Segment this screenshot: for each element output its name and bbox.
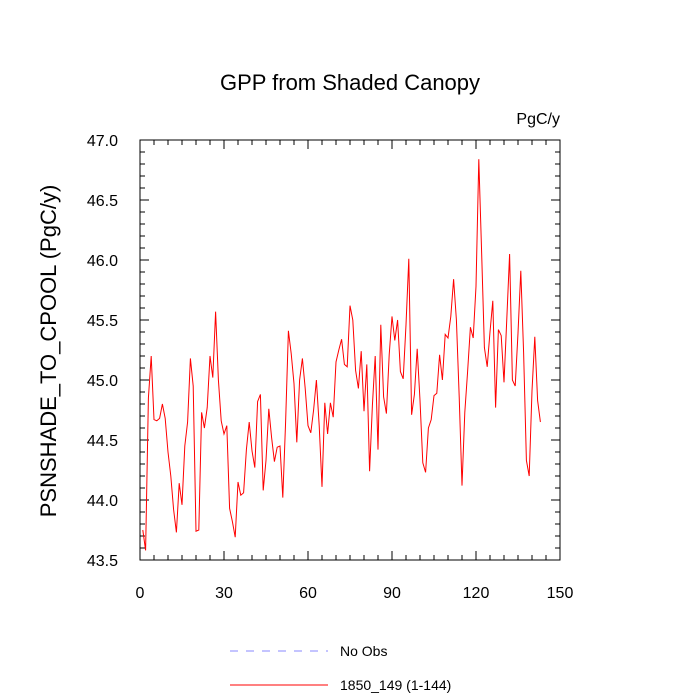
y-axis-label: PSNSHADE_TO_CPOOL (PgC/y) [36, 185, 61, 518]
y-tick-label: 47.0 [87, 133, 118, 150]
legend-label-no-obs: No Obs [340, 643, 387, 659]
y-tick-label: 45.5 [87, 313, 118, 330]
legend-label-1850-149: 1850_149 (1-144) [340, 677, 451, 693]
y-tick-label: 46.5 [87, 193, 118, 210]
chart-title: GPP from Shaded Canopy [220, 70, 480, 95]
axis-ticks [139, 139, 561, 561]
x-tick-label: 30 [215, 585, 233, 602]
y-tick-label: 46.0 [87, 253, 118, 270]
legend: No Obs 1850_149 (1-144) [230, 643, 451, 693]
plot-frame [139, 139, 561, 561]
x-tick-label: 120 [463, 585, 490, 602]
x-tick-label: 150 [547, 585, 574, 602]
units-label: PgC/y [516, 111, 560, 128]
y-tick-label: 43.5 [87, 553, 118, 570]
series-layer [142, 159, 541, 551]
x-tick-label: 0 [136, 585, 145, 602]
series-line [142, 159, 541, 551]
y-tick-label: 44.0 [87, 493, 118, 510]
x-tick-label: 90 [383, 585, 401, 602]
axis-tick-labels: 0 30 60 90 120 150 43.5 44.0 44.5 45.0 45.5 46.0 46.… [87, 133, 574, 602]
x-tick-label: 60 [299, 585, 317, 602]
y-tick-label: 45.0 [87, 373, 118, 390]
y-tick-label: 44.5 [87, 433, 118, 450]
